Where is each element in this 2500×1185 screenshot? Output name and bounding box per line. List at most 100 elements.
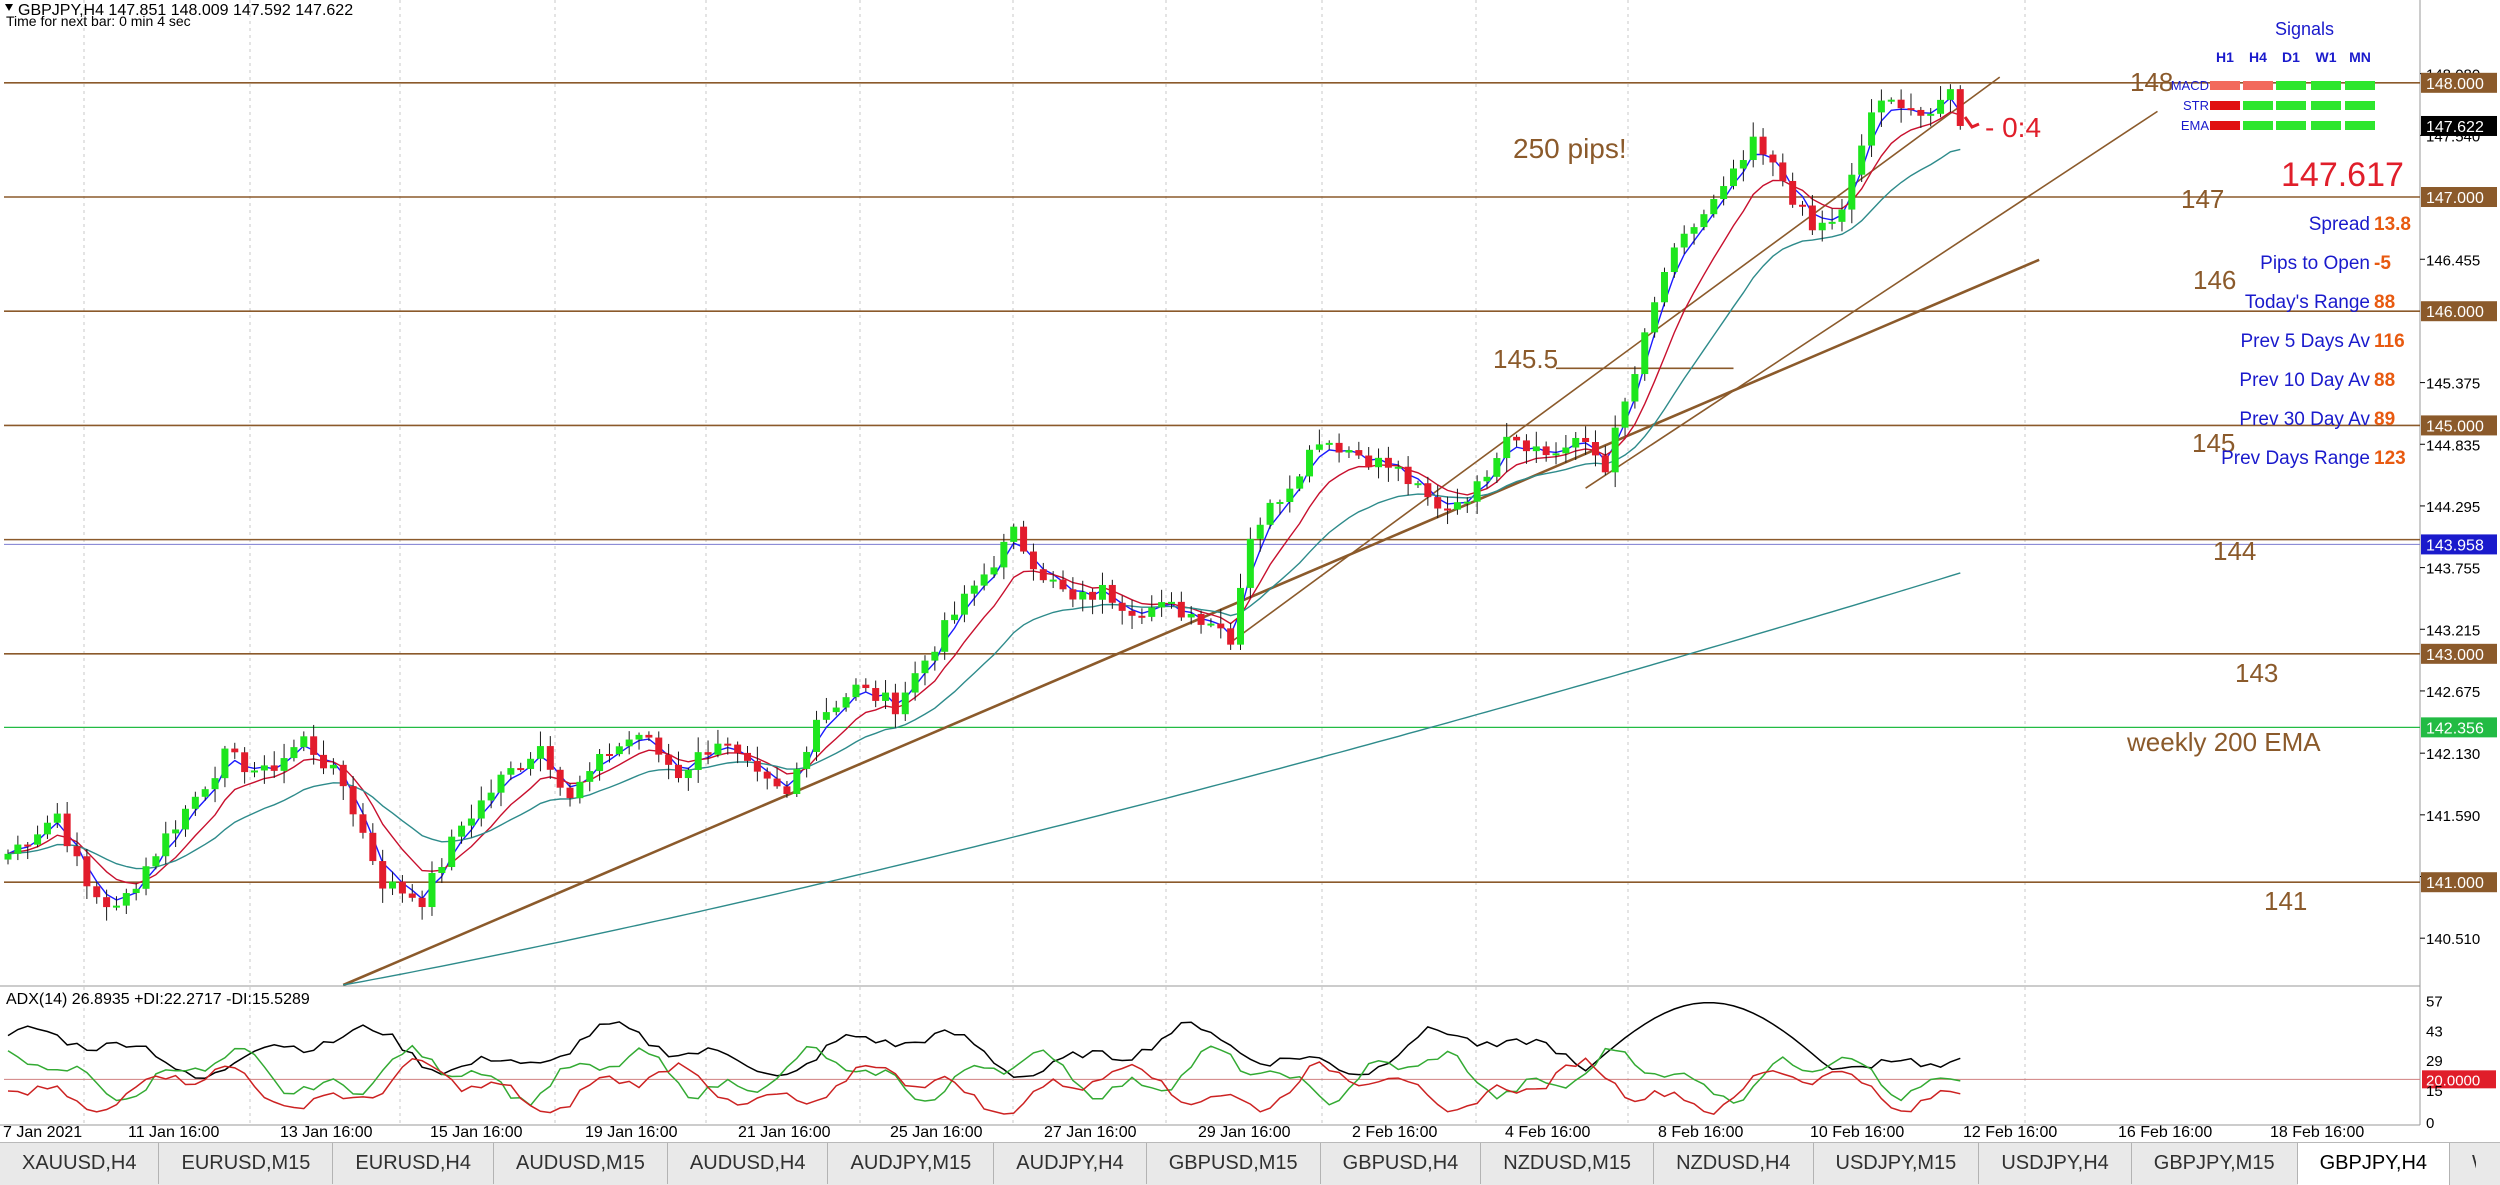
level-label: 147 — [2181, 184, 2224, 214]
horizontal-levels — [4, 82, 2420, 884]
current-price-big: 147.617 — [2281, 156, 2404, 194]
bull-candle — [260, 765, 268, 771]
price-tick-label: 140.510 — [2426, 931, 2480, 948]
bear-candle — [1917, 109, 1925, 116]
price-tick-label: 144.295 — [2426, 499, 2480, 516]
bull-candle — [1079, 591, 1087, 600]
bull-candle — [1927, 113, 1935, 116]
bear-candle — [1029, 551, 1037, 570]
signal-row-ema: EMA — [2181, 118, 2210, 133]
tab-usdjpy-m15[interactable]: USDJPY,M15 — [1814, 1143, 1980, 1184]
bull-candle — [112, 905, 120, 908]
bull-candle — [1877, 100, 1885, 113]
bull-candle — [714, 743, 722, 755]
bull-candle — [280, 758, 288, 771]
bull-candle — [536, 746, 544, 759]
bear-candle — [704, 752, 712, 755]
adx-label: ADX(14) 26.8935 +DI:22.2717 -DI:15.5289 — [6, 991, 310, 1008]
bull-candle — [1453, 502, 1461, 510]
bear-candle — [1384, 457, 1392, 468]
bear-candle — [1542, 446, 1550, 456]
signals-title: Signals — [2275, 19, 2334, 39]
bull-candle — [793, 768, 801, 795]
bear-candle — [655, 737, 663, 755]
time-label: 7 Jan 2021 — [3, 1124, 82, 1141]
bear-candle — [1365, 455, 1373, 468]
bear-candle — [763, 771, 771, 779]
bull-candle — [1256, 524, 1264, 539]
bull-candle — [921, 660, 929, 674]
collapse-arrow-icon[interactable] — [5, 4, 13, 11]
bull-candle — [467, 818, 475, 826]
bull-candle — [428, 873, 436, 908]
bear-candle — [1789, 180, 1797, 205]
price-tag-label: 143.000 — [2426, 647, 2484, 664]
price-tag-label: 141.000 — [2426, 875, 2484, 892]
signals-panel: Signals H1 H4 D1 W1 MN MACD STR EMA — [2171, 19, 2375, 133]
level-label: 145 — [2192, 428, 2235, 458]
tab-gbpusd-h4[interactable]: GBPUSD,H4 — [1321, 1143, 1482, 1184]
info-value: 123 — [2374, 448, 2406, 469]
time-label: 10 Feb 16:00 — [1810, 1124, 1904, 1141]
time-label: 29 Jan 16:00 — [1198, 1124, 1291, 1141]
bear-candle — [665, 754, 673, 765]
tab-nzdusd-h4[interactable]: NZDUSD,H4 — [1654, 1143, 1814, 1184]
bear-candle — [310, 736, 318, 755]
price-tag — [2421, 872, 2497, 893]
info-label: Spread — [2309, 214, 2370, 235]
tab-scroll-arrows-icon[interactable] — [2476, 1143, 2500, 1184]
bear-candle — [1197, 613, 1205, 625]
bear-candle — [744, 752, 751, 761]
bull-candle — [122, 893, 130, 906]
time-label: 19 Jan 16:00 — [585, 1124, 678, 1141]
tab-gbpjpy-m15[interactable]: GBPJPY,M15 — [2132, 1143, 2298, 1184]
bull-candle — [1749, 136, 1757, 161]
bull-candle — [1651, 302, 1659, 333]
bear-candle — [1177, 601, 1185, 618]
bull-candle — [911, 673, 919, 693]
level-label: 148 — [2130, 67, 2173, 97]
info-label: Pips to Open — [2260, 253, 2370, 274]
tab-audusd-m15[interactable]: AUDUSD,M15 — [494, 1143, 668, 1184]
bull-candle — [803, 751, 811, 769]
signal-col-h1: H1 — [2216, 49, 2234, 65]
info-label: Prev 10 Day Av — [2239, 370, 2370, 391]
bull-candle — [1148, 607, 1156, 617]
grid — [0, 0, 2421, 1126]
time-label: 4 Feb 16:00 — [1505, 1124, 1591, 1141]
bear-candle — [1601, 455, 1609, 473]
bear-candle — [231, 748, 239, 753]
signal-cell — [2276, 101, 2306, 110]
tab-usdjpy-h4[interactable]: USDJPY,H4 — [1979, 1143, 2132, 1184]
info-label: Prev 30 Day Av — [2239, 409, 2370, 430]
bear-candle — [862, 684, 870, 689]
bull-candle — [1296, 476, 1304, 489]
tab-audjpy-h4[interactable]: AUDJPY,H4 — [994, 1143, 1147, 1184]
bull-candle — [1158, 602, 1166, 608]
tab-xauusd-h4[interactable]: XAUUSD,H4 — [0, 1143, 160, 1184]
bull-candle — [1680, 233, 1688, 248]
tab-audusd-h4[interactable]: AUDUSD,H4 — [668, 1143, 829, 1184]
bull-candle — [53, 813, 61, 823]
signal-cell — [2243, 101, 2273, 110]
price-tick-label: 143.755 — [2426, 561, 2480, 578]
bear-candle — [1355, 450, 1363, 456]
tab-gbpjpy-h4[interactable]: GBPJPY,H4 — [2297, 1143, 2451, 1185]
bear-candle — [546, 746, 554, 770]
info-label: Prev Days Range — [2221, 448, 2370, 469]
tab-eurusd-h4[interactable]: EURUSD,H4 — [333, 1143, 494, 1184]
level-label: 143 — [2235, 658, 2278, 688]
bear-candle — [1907, 108, 1915, 111]
tab-gbpusd-m15[interactable]: GBPUSD,M15 — [1147, 1143, 1321, 1184]
candles — [4, 84, 1964, 921]
tab-eurusd-m15[interactable]: EURUSD,M15 — [159, 1143, 334, 1184]
bear-candle — [1020, 526, 1028, 552]
bull-candle — [152, 856, 160, 867]
tab-audjpy-m15[interactable]: AUDJPY,M15 — [828, 1143, 995, 1184]
info-value: 116 — [2374, 331, 2405, 352]
bull-candle — [1621, 401, 1629, 428]
bear-candle — [605, 753, 613, 756]
price-tag-label: 148.000 — [2426, 76, 2484, 93]
tab-nzdusd-m15[interactable]: NZDUSD,M15 — [1481, 1143, 1655, 1184]
